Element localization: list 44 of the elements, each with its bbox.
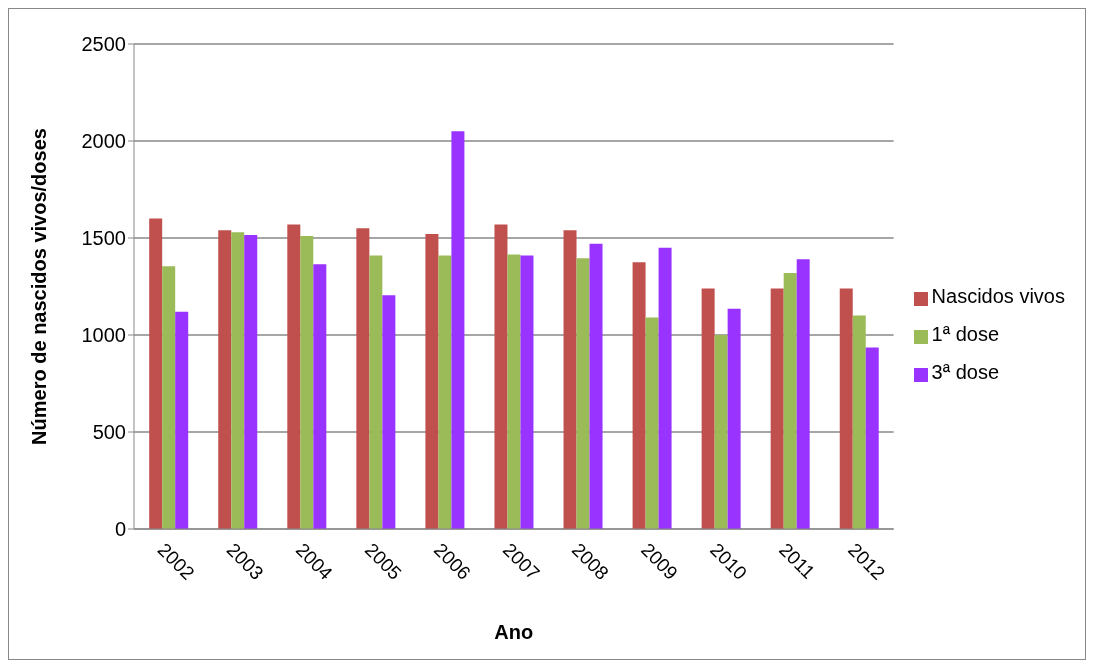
legend-label: 1ª dose: [931, 323, 1000, 345]
bar: [563, 230, 577, 529]
y-tick-label: 2500: [81, 33, 126, 56]
bar: [244, 235, 258, 529]
bar: [632, 262, 646, 529]
bar: [589, 243, 603, 529]
y-tick-label: 500: [92, 421, 126, 444]
bar: [714, 335, 728, 529]
bar: [313, 264, 327, 529]
bar: [425, 234, 439, 529]
x-axis-title: Ano: [494, 621, 534, 643]
y-axis-title: Número de nascidos vivos/doses: [28, 128, 51, 445]
legend-label: 3ª dose: [931, 361, 1000, 383]
bar: [451, 131, 465, 529]
bar: [494, 224, 508, 529]
y-tick-label: 0: [114, 518, 126, 541]
y-tick-label: 2000: [81, 130, 126, 153]
bar: [658, 247, 672, 529]
bar: [701, 288, 715, 529]
bar: [231, 232, 245, 529]
bar: [796, 259, 810, 529]
bar: [727, 308, 741, 529]
bar: [507, 254, 521, 529]
bar: [369, 255, 383, 529]
bar: [149, 218, 163, 529]
bar: [356, 228, 370, 529]
bar: [382, 295, 396, 529]
bar: [576, 258, 590, 529]
bar: [865, 347, 879, 529]
bar: [218, 230, 232, 529]
bar: [175, 311, 189, 529]
bar: [438, 255, 452, 529]
bar: [839, 288, 853, 529]
y-tick-label: 1000: [81, 324, 126, 347]
bar: [852, 315, 866, 529]
bar: [645, 317, 659, 529]
y-tick-label: 1500: [81, 227, 126, 250]
bar: [783, 272, 797, 529]
bar: [300, 236, 314, 529]
bar: [520, 255, 534, 529]
legend-label: Nascidos vivos: [931, 285, 1065, 307]
bar: [770, 288, 784, 529]
bar: [287, 224, 301, 529]
bar: [162, 266, 176, 529]
